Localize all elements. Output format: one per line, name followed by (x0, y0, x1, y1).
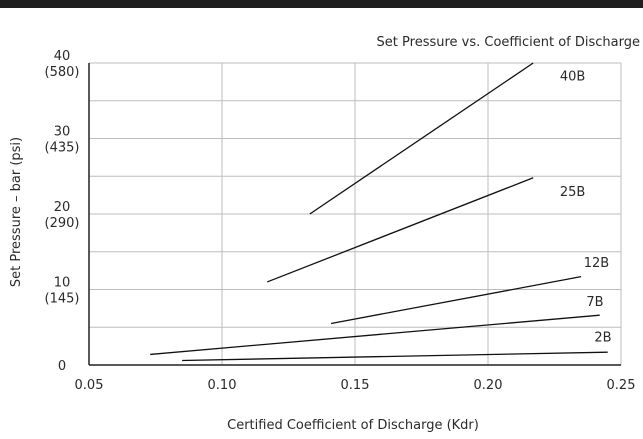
series-labels: 40B 25B 12B 7B 2B (560, 69, 612, 345)
tick-labels: 0.05 0.10 0.15 0.20 0.25 0 10(145) 20(290) 30(43… (45, 49, 636, 393)
series-line-2b (182, 351, 608, 362)
series-line-25b (266, 177, 534, 283)
x-tick-label: 0.20 (474, 378, 503, 393)
series-lines (150, 62, 608, 362)
y-tick-sublabel: (145) (45, 292, 80, 307)
y-tick-label: 30 (54, 125, 71, 140)
series-line-12b (330, 276, 582, 325)
axes (88, 63, 621, 366)
y-tick-sublabel: (290) (45, 216, 80, 231)
x-tick-label: 0.15 (341, 378, 370, 393)
x-tick-label: 0.10 (208, 378, 237, 393)
series-label-12b: 12B (584, 256, 609, 271)
x-axis-label: Certified Coefficient of Discharge (Kdr) (227, 418, 479, 433)
series-label-25b: 25B (560, 185, 585, 200)
y-tick-sublabel: (435) (45, 141, 80, 156)
y-tick-label: 20 (54, 200, 71, 215)
y-tick-label: 40 (54, 49, 71, 64)
series-label-2b: 2B (594, 331, 611, 346)
series-label-7b: 7B (586, 295, 603, 310)
y-tick-label: 10 (54, 276, 71, 291)
y-axis-label: Set Pressure – bar (psi) (9, 137, 24, 287)
header-band (0, 0, 643, 8)
y-tick-label: 0 (58, 359, 66, 374)
series-line-40b (309, 62, 534, 215)
series-line-7b (150, 314, 600, 356)
x-tick-label: 0.25 (607, 378, 636, 393)
chart-title: Set Pressure vs. Coefficient of Discharg… (377, 35, 640, 50)
series-label-40b: 40B (560, 69, 585, 84)
y-tick-sublabel: (580) (45, 65, 80, 80)
x-tick-label: 0.05 (75, 378, 104, 393)
